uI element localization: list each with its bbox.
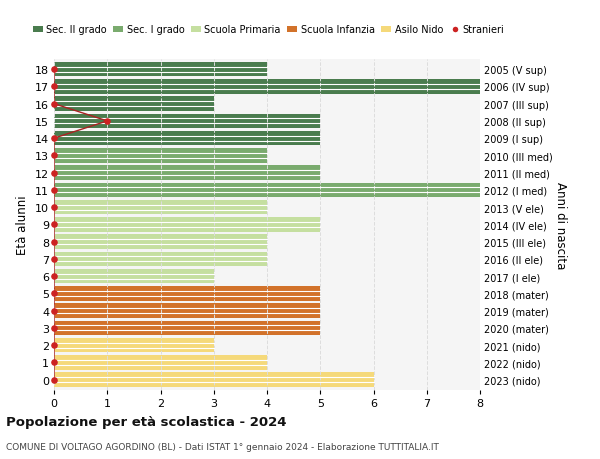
Bar [54,235,267,249]
Bar [54,183,480,198]
Bar [54,63,267,77]
Point [103,118,112,125]
Bar [54,114,320,129]
Bar [54,97,214,112]
Point [49,170,59,177]
Point [49,290,59,297]
Bar [54,132,320,146]
Point [49,84,59,91]
Point [49,66,59,73]
Bar [54,269,214,284]
Bar [54,338,214,353]
Bar [54,304,320,318]
Text: COMUNE DI VOLTAGO AGORDINO (BL) - Dati ISTAT 1° gennaio 2024 - Elaborazione TUTT: COMUNE DI VOLTAGO AGORDINO (BL) - Dati I… [6,442,439,451]
Y-axis label: Età alunni: Età alunni [16,195,29,255]
Bar [54,355,267,370]
Bar [54,201,267,215]
Text: Popolazione per età scolastica - 2024: Popolazione per età scolastica - 2024 [6,415,287,428]
Bar [54,373,373,387]
Point [49,308,59,315]
Bar [54,166,320,180]
Point [49,376,59,384]
Point [49,341,59,349]
Bar [54,218,320,232]
Point [49,325,59,332]
Bar [54,80,480,95]
Bar [54,149,267,163]
Bar [54,252,267,267]
Bar [54,321,320,336]
Y-axis label: Anni di nascita: Anni di nascita [554,181,567,269]
Point [49,135,59,143]
Point [49,239,59,246]
Point [49,221,59,229]
Point [49,359,59,366]
Legend: Sec. II grado, Sec. I grado, Scuola Primaria, Scuola Infanzia, Asilo Nido, Stran: Sec. II grado, Sec. I grado, Scuola Prim… [29,22,508,39]
Point [49,204,59,211]
Point [49,187,59,194]
Point [49,152,59,160]
Point [49,273,59,280]
Point [49,101,59,108]
Point [49,256,59,263]
Bar [54,286,320,301]
